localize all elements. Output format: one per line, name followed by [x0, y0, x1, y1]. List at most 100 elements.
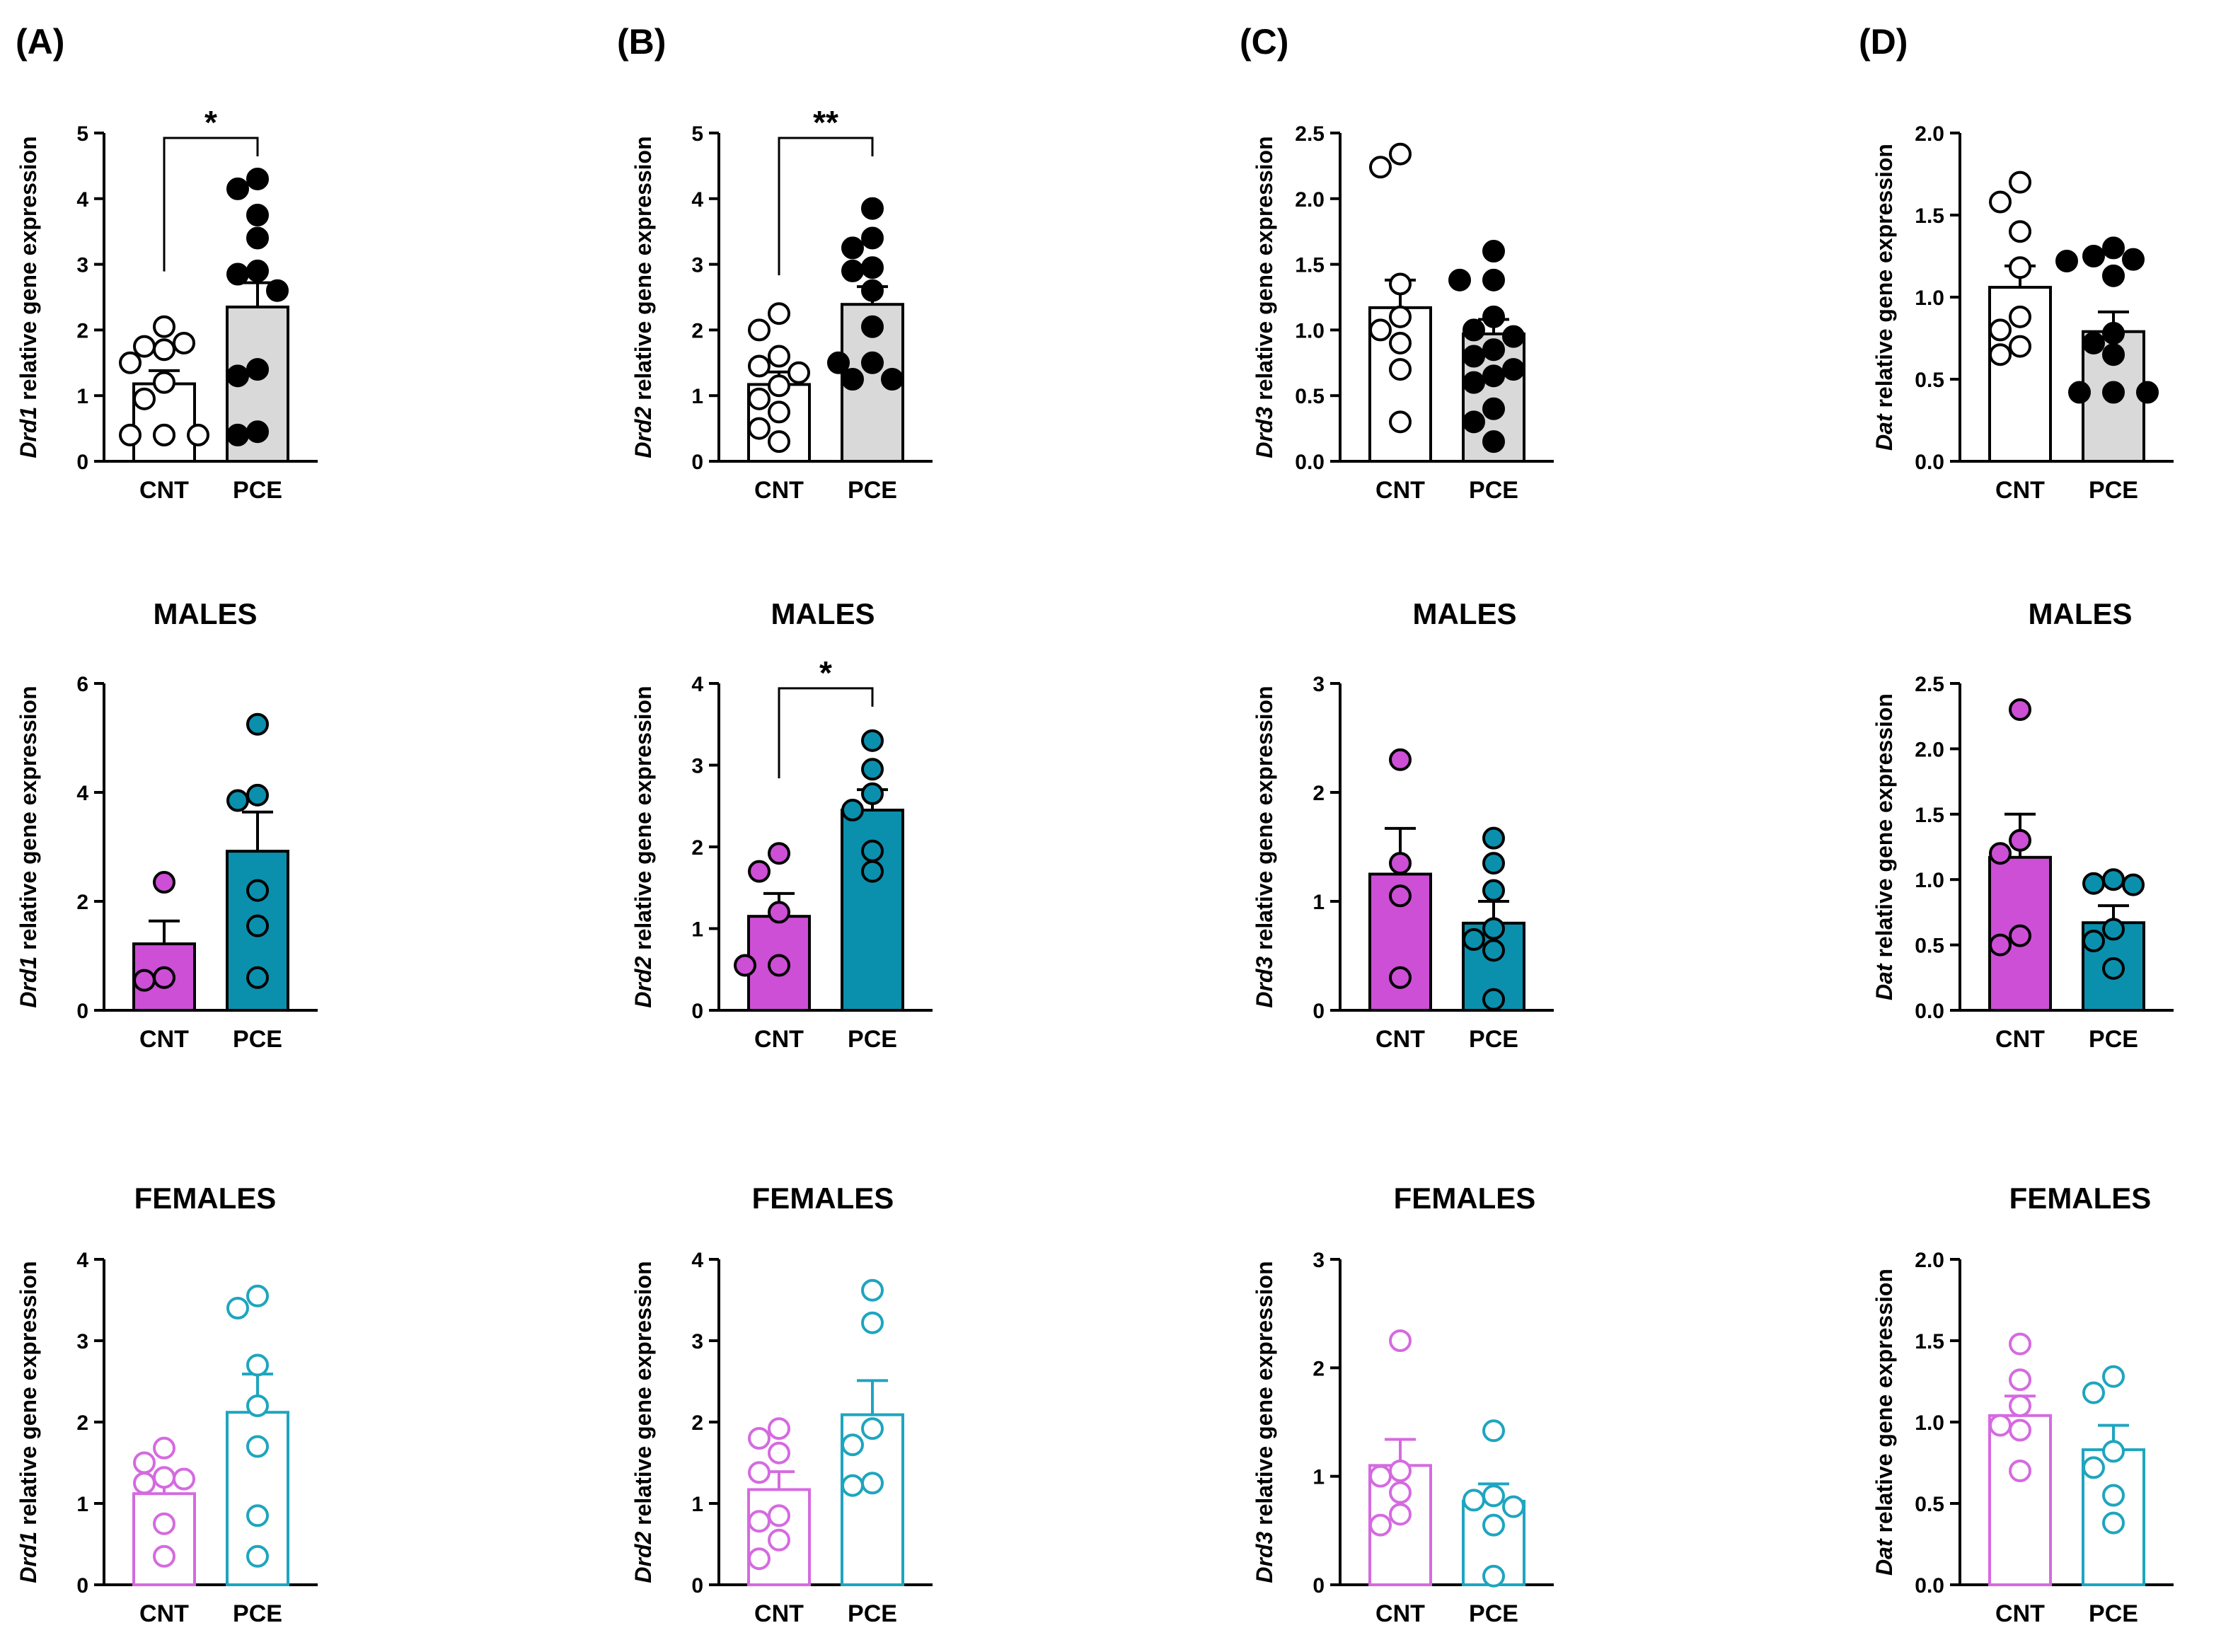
y-axis-label: Drd3 relative gene expression [1252, 1261, 1277, 1583]
y-tick-label: 3 [691, 1330, 703, 1353]
y-axis-label-gene: Drd2 [630, 407, 656, 458]
x-category-label-pce: PCE [233, 1600, 282, 1627]
y-tick-label: 4 [691, 1249, 703, 1272]
y-tick-label: 2 [691, 1411, 703, 1435]
y-tick-label: 4 [76, 188, 88, 212]
chart-c3: 0 1 2 3 Drd3 relative gene expression CNT PCE [1252, 1249, 1554, 1627]
data-point-pce [861, 1278, 884, 1302]
y-axis-label-rest: relative gene expression [1252, 686, 1277, 956]
data-point-pce [861, 729, 884, 752]
data-point-cnt [2009, 1460, 2031, 1482]
data-point-pce [2102, 1484, 2125, 1507]
data-point-pce [2102, 381, 2125, 404]
y-axis-label-gene: Dat [1871, 963, 1897, 1000]
row-title-females-c: FEMALES [1394, 1182, 1536, 1215]
y-axis-label-rest: relative gene expression [1871, 1269, 1897, 1539]
y-axis-label-gene: Drd3 [1252, 1532, 1277, 1583]
data-point-cnt [768, 1417, 790, 1440]
data-point-cnt [1989, 842, 2012, 865]
y-tick-label: 1.0 [1915, 287, 1944, 310]
bar-cnt [132, 1492, 196, 1586]
data-point-cnt [153, 1512, 175, 1535]
data-point-cnt [153, 871, 175, 894]
data-point-pce [1463, 410, 1485, 434]
y-tick-label: 0.0 [1915, 1000, 1944, 1023]
data-point-cnt [1989, 190, 2012, 214]
data-point-pce [246, 966, 269, 989]
data-point-pce [1463, 345, 1485, 368]
data-point-cnt [153, 315, 175, 338]
data-point-pce [861, 351, 884, 374]
data-point-cnt [2009, 924, 2031, 947]
data-point-cnt [1389, 884, 1412, 908]
data-point-pce [246, 879, 269, 902]
y-tick-label: 0 [76, 451, 88, 474]
x-category-label-cnt: CNT [1375, 1026, 1425, 1053]
data-point-pce [2102, 868, 2125, 891]
y-tick-label: 1 [76, 385, 88, 408]
data-point-cnt [1989, 343, 2012, 366]
data-point-cnt [2009, 1332, 2031, 1356]
y-axis-label-rest: relative gene expression [1871, 144, 1897, 414]
data-point-cnt [153, 1466, 175, 1489]
y-tick-label: 2.5 [1915, 673, 1944, 696]
data-point-pce [2122, 873, 2145, 896]
data-point-pce [1482, 240, 1505, 263]
y-tick-label: 0 [691, 1000, 703, 1023]
y-tick-label: 0.5 [1915, 369, 1944, 392]
y-tick-label: 4 [76, 1249, 88, 1272]
data-point-cnt [133, 1472, 156, 1495]
data-point-cnt [1389, 305, 1412, 328]
x-category-label-pce: PCE [2089, 477, 2138, 504]
data-point-pce [246, 1435, 269, 1458]
x-category-label-pce: PCE [2089, 1600, 2138, 1627]
significance-bracket [778, 137, 874, 276]
y-axis-label-gene: Drd2 [630, 1532, 656, 1583]
data-point-pce [1482, 939, 1505, 962]
y-tick-label: 1.0 [1295, 319, 1325, 342]
data-point-cnt [1989, 933, 2012, 957]
x-category-label-pce: PCE [848, 1026, 897, 1053]
chart-d3: 0.0 0.5 1.0 1.5 2.0 Dat relative gene express… [1871, 1249, 2174, 1627]
data-point-pce [861, 1311, 884, 1334]
y-axis-label-rest: relative gene expression [16, 136, 41, 406]
data-point-cnt [1389, 966, 1412, 989]
data-point-cnt [1369, 156, 1392, 179]
data-point-cnt [748, 1510, 771, 1533]
chart-b2: 0 1 2 3 4 Drd2 relative gene expression CNT PCE… [630, 654, 933, 1053]
data-point-cnt [1389, 1329, 1412, 1352]
significance-bracket [163, 137, 259, 272]
data-point-pce [246, 259, 269, 282]
data-point-cnt [1369, 1465, 1392, 1488]
data-point-pce [861, 860, 884, 883]
y-tick-label: 3 [76, 1330, 88, 1353]
y-axis-label-rest: relative gene expression [630, 1261, 656, 1531]
data-point-pce [861, 197, 884, 220]
data-point-pce [861, 315, 884, 338]
row-title-females-b: FEMALES [752, 1182, 894, 1215]
chart-c2: 0 1 2 3 Drd3 relative gene expression CNT PCE [1252, 673, 1554, 1053]
y-axis-label-rest: relative gene expression [630, 686, 656, 956]
data-point-cnt [2009, 1368, 2031, 1392]
y-tick-label: 0 [1313, 1574, 1325, 1598]
data-point-pce [246, 1504, 269, 1527]
data-point-pce [2082, 245, 2105, 267]
y-tick-label: 1 [1313, 1466, 1325, 1489]
data-point-pce [861, 782, 884, 805]
y-tick-label: 2.5 [1295, 122, 1325, 146]
data-point-pce [2102, 236, 2125, 260]
data-point-cnt [2009, 256, 2031, 279]
data-point-cnt [748, 860, 771, 883]
y-axis-label-gene: Drd1 [16, 407, 41, 458]
data-point-pce [226, 262, 249, 286]
y-tick-label: 1.5 [1915, 204, 1944, 228]
data-point-pce [1482, 430, 1505, 454]
y-axis-label-gene: Dat [1871, 1538, 1897, 1576]
data-point-pce [841, 1474, 864, 1497]
data-point-cnt [768, 842, 790, 865]
panel-letter-a: (A) [16, 22, 64, 62]
data-point-cnt [2009, 828, 2031, 852]
data-point-cnt [173, 331, 195, 354]
row-title-males-c: MALES [1413, 597, 1517, 630]
data-point-pce [861, 226, 884, 250]
